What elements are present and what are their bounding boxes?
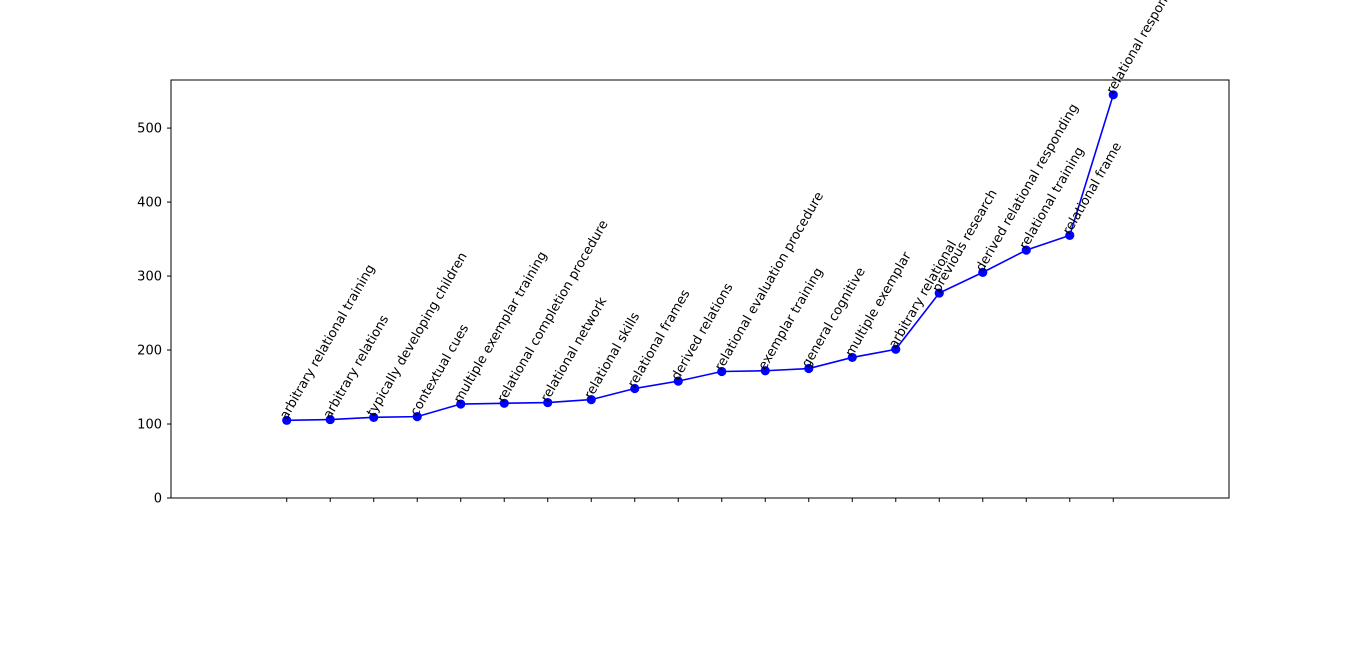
y-tick-label: 0 bbox=[154, 492, 162, 507]
data-point bbox=[934, 288, 944, 298]
data-point bbox=[282, 415, 292, 425]
data-point bbox=[760, 366, 770, 376]
data-point bbox=[630, 383, 640, 394]
y-tick-label: 400 bbox=[137, 196, 162, 211]
data-point bbox=[412, 412, 422, 422]
data-point bbox=[1021, 245, 1031, 255]
series-group bbox=[282, 90, 1118, 425]
data-point bbox=[325, 414, 335, 425]
y-tick-label: 100 bbox=[137, 418, 162, 433]
y-tick-label: 300 bbox=[137, 270, 162, 285]
x-axis-ticks bbox=[286, 498, 1114, 502]
data-point bbox=[978, 267, 988, 277]
y-axis-ticks: 0 100 200 300 400 500 bbox=[137, 122, 171, 507]
data-point bbox=[717, 366, 727, 377]
data-point bbox=[369, 412, 379, 422]
point-label: relational responding bbox=[1104, 0, 1186, 97]
y-tick-label: 200 bbox=[137, 344, 162, 359]
y-tick-label: 500 bbox=[137, 122, 162, 137]
data-point bbox=[847, 352, 857, 363]
data-point bbox=[804, 363, 814, 374]
data-point bbox=[891, 344, 901, 354]
data-point bbox=[673, 376, 683, 386]
data-point bbox=[586, 395, 596, 405]
plot-frame bbox=[170, 79, 1230, 499]
data-point bbox=[456, 399, 466, 409]
data-point bbox=[499, 398, 509, 408]
data-point bbox=[1065, 230, 1075, 240]
series-line bbox=[286, 94, 1115, 422]
data-point bbox=[543, 397, 553, 408]
axes-group bbox=[170, 79, 1230, 499]
data-point bbox=[1108, 90, 1118, 100]
point-label: multiple exemplar bbox=[843, 249, 915, 359]
